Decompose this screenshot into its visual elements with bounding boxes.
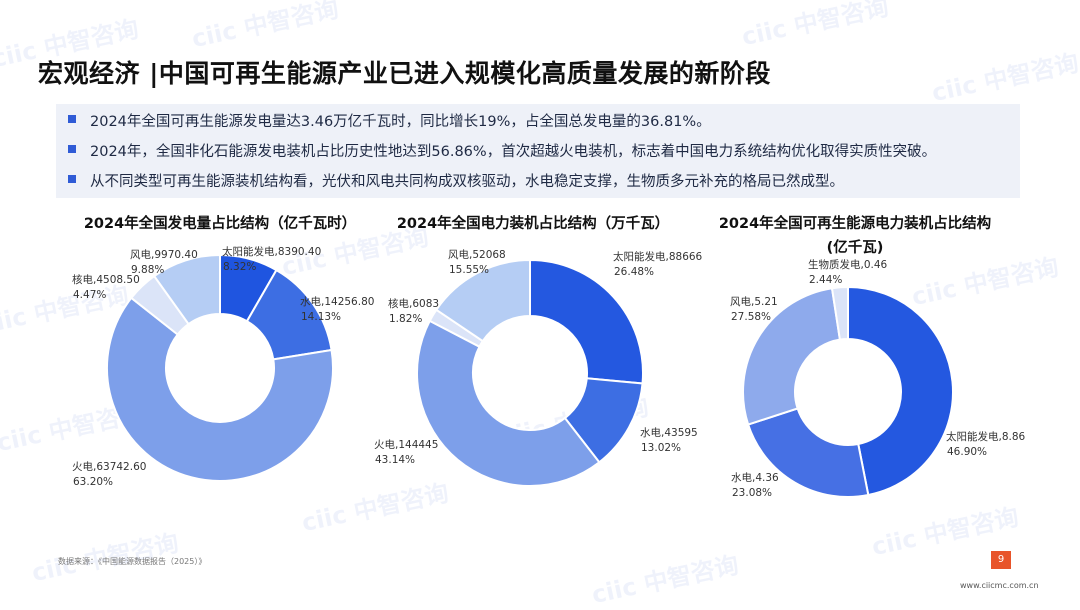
source-note: 数据来源：《中国能源数据报告（2025）》 — [58, 557, 207, 566]
chart-title-renewable-unit: (亿千瓦) — [826, 240, 884, 256]
bullet-square-icon — [68, 114, 76, 123]
slice-percent-label: 1.82% — [389, 313, 422, 325]
chart-title-renewable: 2024年全国可再生能源电力装机占比结构 — [718, 216, 992, 232]
slice-label: 核电,6083 — [388, 297, 439, 310]
slice-percent-label: 15.55% — [449, 264, 489, 276]
slice-percent-label: 27.58% — [731, 311, 771, 323]
chart-title-capacity: 2024年全国电力装机占比结构（万千瓦） — [396, 216, 670, 232]
slice-label: 核电,4508.50 — [72, 273, 140, 286]
slice-label: 风电,9970.40 — [130, 248, 198, 261]
slice-label: 生物质发电,0.46 — [808, 258, 888, 271]
slice-percent-label: 4.47% — [73, 289, 106, 301]
donut-slice — [742, 287, 842, 426]
bullet-square-icon — [68, 144, 76, 153]
donut-slice — [529, 258, 644, 385]
donut-slice — [106, 296, 334, 482]
bullet-item: 2024年，全国非化石能源发电装机占比历史性地达到56.86%，首次超越火电装机… — [68, 140, 936, 161]
summary-box: 2024年全国可再生能源发电量达3.46万亿千瓦时，同比增长19%，占全国总发电… — [56, 104, 1020, 198]
slice-percent-label: 43.14% — [375, 454, 415, 466]
chart-title-generation: 2024年全国发电量占比结构（亿千瓦时） — [83, 216, 357, 232]
bullet-item: 2024年全国可再生能源发电量达3.46万亿千瓦时，同比增长19%，占全国总发电… — [68, 110, 711, 131]
donut-slice — [434, 258, 531, 343]
slice-percent-label: 14.13% — [301, 311, 341, 323]
donut-slice — [847, 285, 954, 497]
page-number: 9 — [991, 551, 1011, 569]
slice-label: 太阳能发电,8390.40 — [222, 245, 321, 258]
slice-percent-label: 13.02% — [641, 442, 681, 454]
bullet-text: 从不同类型可再生能源装机结构看，光伏和风电共同构成双核驱动，水电稳定支撑，生物质… — [90, 174, 844, 190]
slice-percent-label: 23.08% — [732, 487, 772, 499]
donut-slice — [830, 285, 849, 341]
slice-label: 水电,4.36 — [731, 471, 779, 484]
slice-percent-label: 9.88% — [131, 264, 164, 276]
slice-label: 水电,14256.80 — [300, 295, 374, 308]
bullet-text: 2024年，全国非化石能源发电装机占比历史性地达到56.86%，首次超越火电装机… — [90, 144, 937, 160]
slice-percent-label: 63.20% — [73, 476, 113, 488]
bullet-text: 2024年全国可再生能源发电量达3.46万亿千瓦时，同比增长19%，占全国总发电… — [90, 114, 711, 130]
slice-label: 火电,144445 — [374, 438, 438, 451]
slice-label: 水电,43595 — [640, 426, 698, 439]
bullet-item: 从不同类型可再生能源装机结构看，光伏和风电共同构成双核驱动，水电稳定支撑，生物质… — [68, 170, 844, 191]
donut-slice — [746, 407, 870, 498]
slice-label: 风电,52068 — [448, 248, 506, 261]
slice-label: 风电,5.21 — [730, 295, 778, 308]
slice-percent-label: 26.48% — [614, 266, 654, 278]
donut-slice — [152, 253, 221, 326]
donut-slice — [416, 319, 601, 487]
page-title: 宏观经济 |中国可再生能源产业已进入规模化高质量发展的新阶段 — [38, 59, 771, 88]
slice-percent-label: 46.90% — [947, 446, 987, 458]
slice-percent-label: 2.44% — [809, 274, 842, 286]
slice-label: 火电,63742.60 — [72, 460, 146, 473]
slice-label: 太阳能发电,8.86 — [946, 430, 1026, 443]
footer-url: www.ciicmc.com.cn — [960, 581, 1039, 590]
bullet-square-icon — [68, 174, 76, 183]
slice-percent-label: 8.32% — [223, 261, 256, 273]
slice-label: 太阳能发电,88666 — [613, 250, 703, 263]
